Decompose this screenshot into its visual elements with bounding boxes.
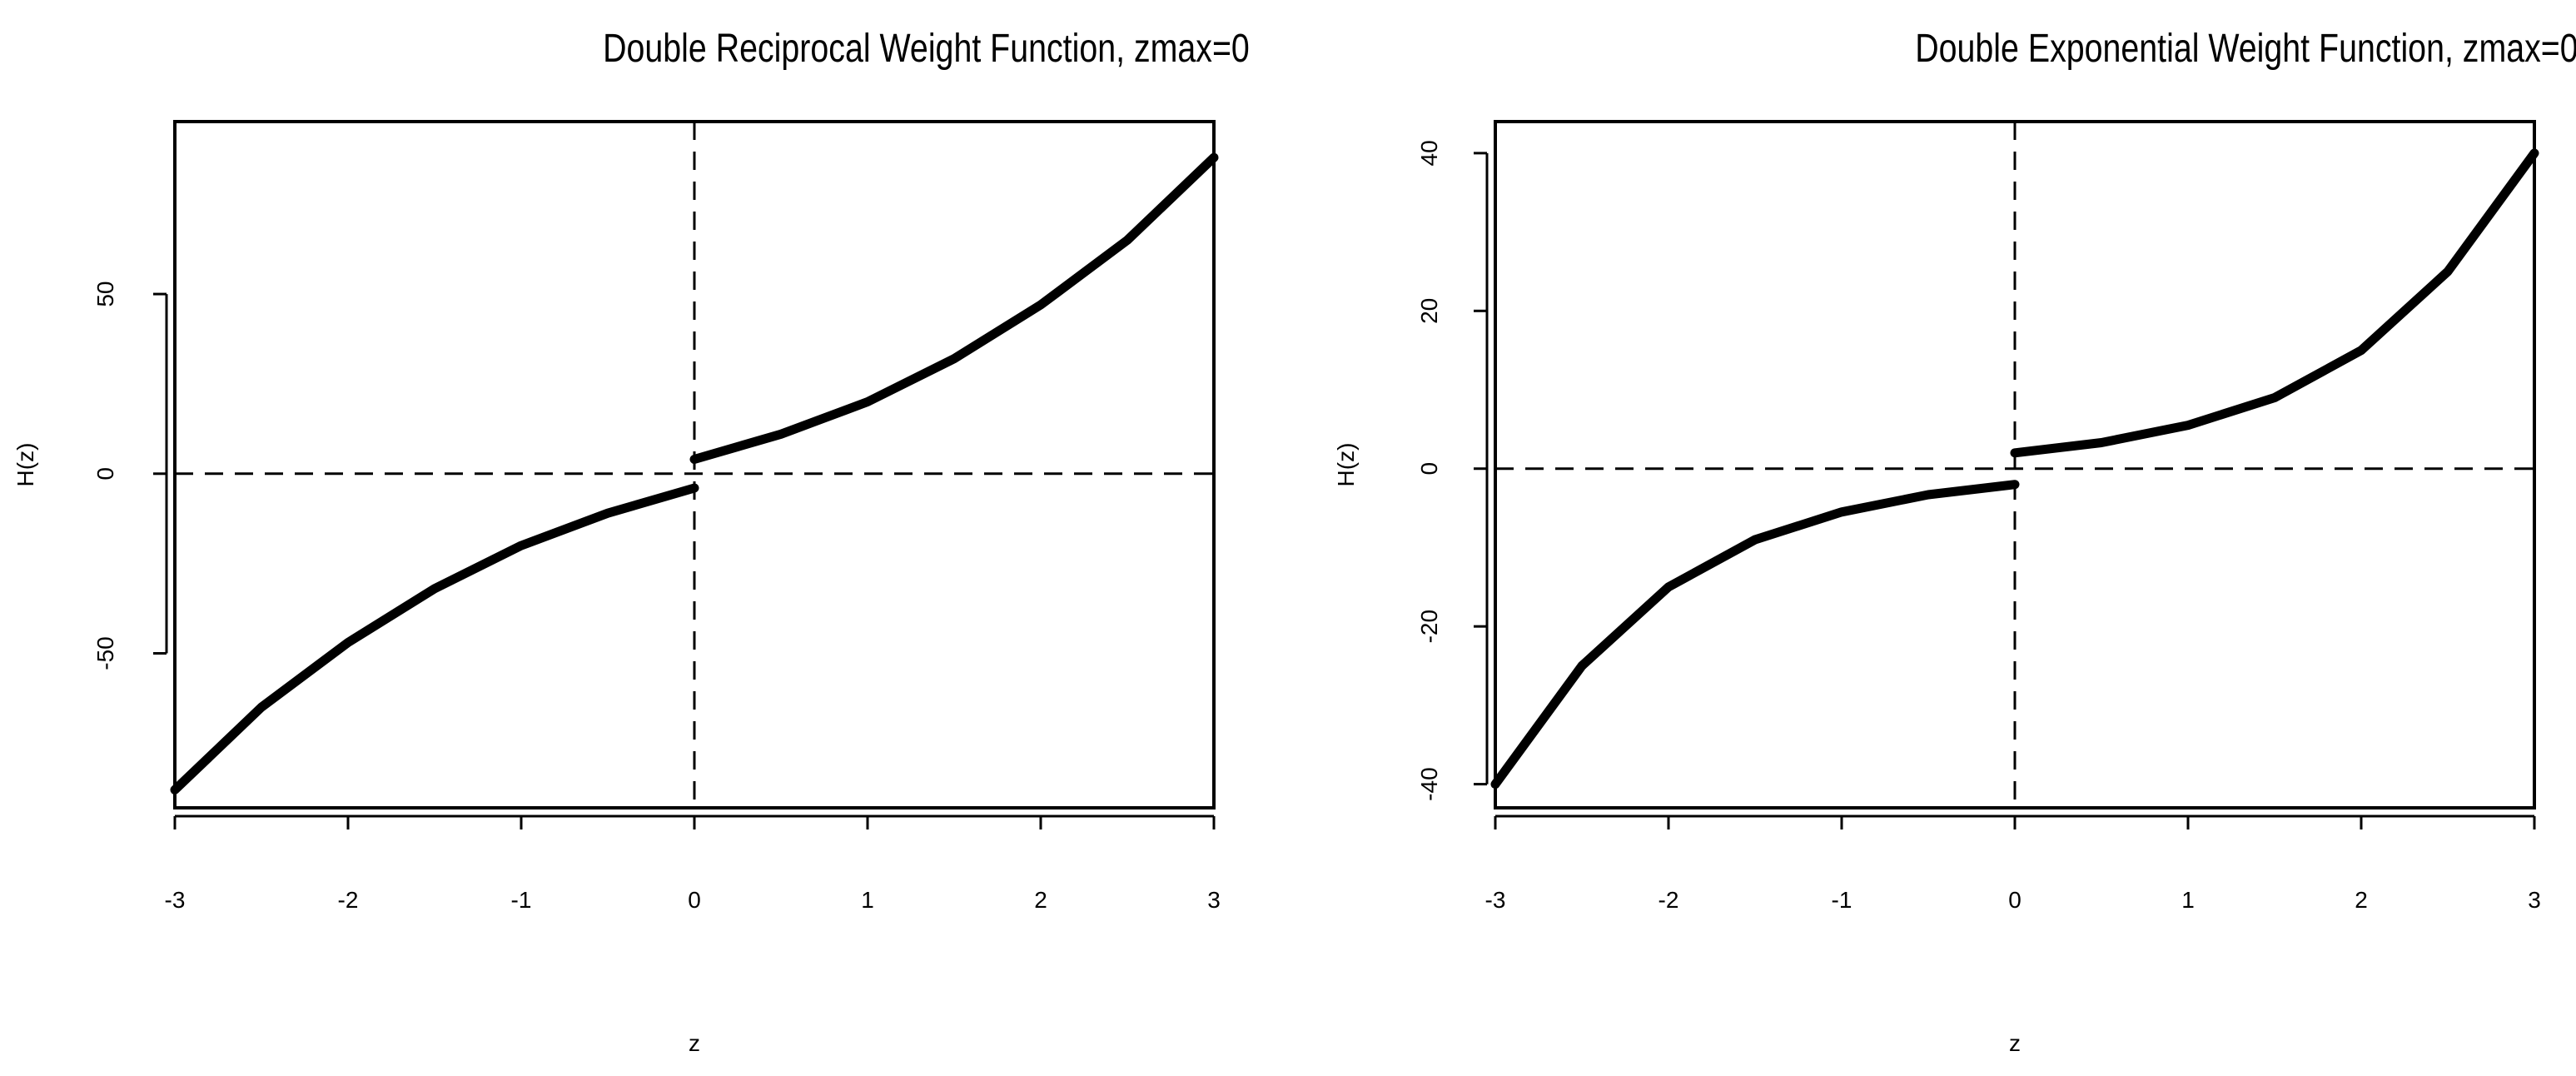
- y-axis-label: H(z): [1333, 443, 1359, 487]
- y-tick-label: 0: [92, 467, 118, 481]
- x-tick-label: 1: [861, 887, 874, 913]
- chart-title: Double Reciprocal Weight Function, zmax=…: [603, 26, 1250, 71]
- series-line-1: [170, 483, 699, 795]
- y-tick-label: -50: [92, 636, 118, 670]
- x-axis-label: z: [2009, 1030, 2021, 1056]
- chart-title: Double Exponential Weight Function, zmax…: [1915, 26, 2576, 71]
- chart-panel-1: Double Reciprocal Weight Function, zmax=…: [12, 26, 1250, 1056]
- y-tick-label: 20: [1416, 298, 1442, 324]
- x-tick-label: -1: [1832, 887, 1852, 913]
- x-tick-label: 0: [688, 887, 701, 913]
- x-tick-label: 2: [2355, 887, 2368, 913]
- y-axis-label: H(z): [12, 443, 38, 487]
- x-tick-label: 3: [2528, 887, 2541, 913]
- x-tick-label: 1: [2181, 887, 2195, 913]
- y-tick-label: 40: [1416, 140, 1442, 166]
- y-tick-label: -40: [1416, 767, 1442, 800]
- x-tick-label: -1: [511, 887, 532, 913]
- x-axis-label: z: [689, 1030, 700, 1056]
- y-tick-label: 0: [1416, 462, 1442, 476]
- x-tick-label: 2: [1034, 887, 1047, 913]
- x-tick-label: -2: [338, 887, 359, 913]
- x-tick-label: 3: [1207, 887, 1221, 913]
- series-line-2: [689, 152, 1219, 464]
- series-line-1: [1490, 480, 2020, 790]
- x-tick-label: -3: [165, 887, 186, 913]
- series-line-2: [2010, 148, 2539, 458]
- y-tick-label: -20: [1416, 610, 1442, 643]
- x-tick-label: 0: [2008, 887, 2022, 913]
- x-tick-label: -3: [1485, 887, 1506, 913]
- y-tick-label: 50: [92, 281, 118, 307]
- x-tick-label: -2: [1658, 887, 1679, 913]
- chart-panel-2: Double Exponential Weight Function, zmax…: [1333, 26, 2576, 1056]
